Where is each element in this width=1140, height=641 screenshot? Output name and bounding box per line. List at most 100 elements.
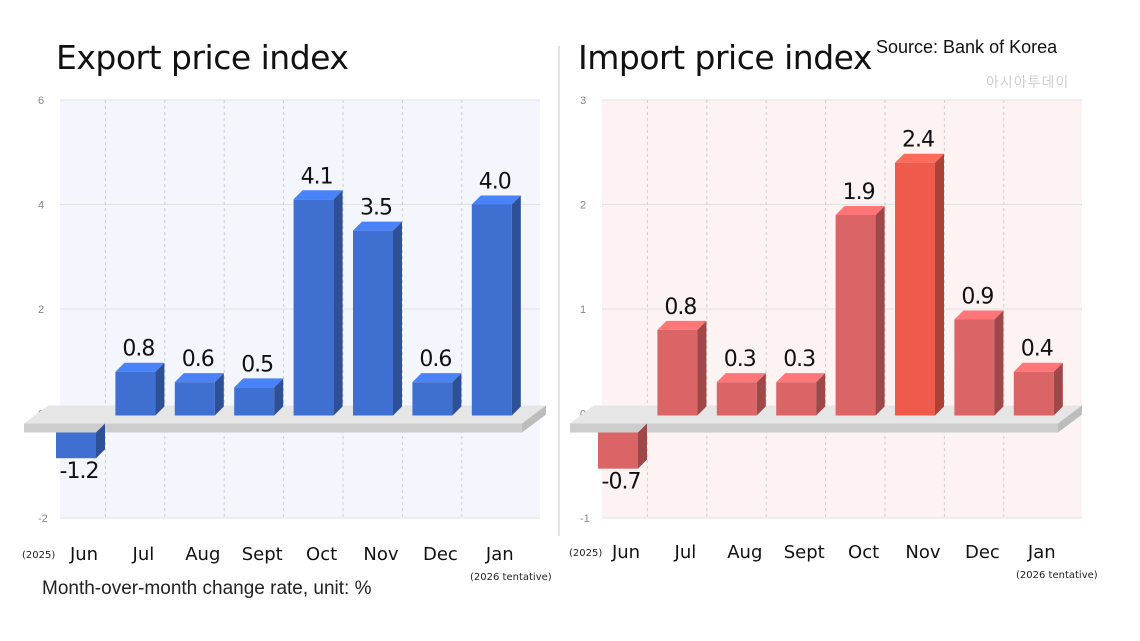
bar-side [452,373,462,416]
import-chart: -10123-0.7Jun0.8Jul0.3Aug0.3Sept1.9Oct2.… [569,95,1098,581]
import-category-label: Jan [1027,542,1056,563]
bar-front [776,382,817,416]
export-value-label: 0.8 [122,337,154,362]
bar-front [115,371,156,416]
bar-front [895,162,935,416]
bar-side [393,221,402,416]
import-bar-oct [835,205,885,416]
bar-front [835,214,876,416]
bar-side [96,423,105,459]
import-value-label: 0.9 [961,284,993,309]
unit-footnote: Month-over-month change rate, unit: % [42,578,372,599]
bar-front [657,329,698,416]
bar-top [234,378,284,388]
import-bar-aug [716,373,766,416]
export-value-label: 4.1 [301,164,333,189]
import-bar-dec [954,310,1004,416]
bar-top [471,195,521,205]
bar-front [56,432,96,459]
bar-top [293,190,343,200]
import-category-label: Jul [674,542,697,563]
export-chart: -20246-1.2Jun0.8Jul0.6Aug0.5Sept4.1Oct3.… [22,95,552,583]
bar-top [776,373,826,383]
import-category-label: Dec [965,542,1000,563]
bar-top [716,373,766,383]
export-bar-sept [234,378,284,416]
import-chart-title: Import price index [578,38,872,77]
source-label: Source: Bank of Korea [876,37,1058,57]
export-category-label: Nov [363,544,398,565]
bar-side [638,423,647,469]
import-bar-sept [776,373,826,416]
bar-side [697,320,707,416]
export-category-label: Jan [485,544,514,565]
bar-front [471,204,512,416]
export-bar-aug [174,373,224,416]
export-y-tick-label: -2 [38,513,48,525]
export-zero-platform-top [24,405,546,424]
bar-side [1053,362,1063,416]
bar-side [816,373,826,416]
export-bar-dec [412,373,462,416]
bar-front [1013,371,1054,416]
import-value-label: 1.9 [843,180,875,205]
export-category-label: Jul [132,544,155,565]
export-last-category-note: (2026 tentative) [470,572,552,583]
bar-top [412,373,462,383]
export-value-label: 4.0 [479,170,511,195]
import-zero-platform-front [570,423,1058,433]
import-bar-jan [1013,362,1063,416]
bar-side [511,195,521,416]
export-bar-jul [115,362,165,416]
bar-front [174,382,215,416]
export-bar-jan [471,195,521,416]
bar-top [353,221,402,231]
bar-front [412,382,453,416]
export-category-label: Aug [185,544,220,565]
bar-top [835,205,885,215]
publisher-watermark: 아시아투데이 [986,74,1070,90]
import-y-tick-label: -1 [580,513,590,525]
bar-front [598,432,638,469]
import-bar-jul [657,320,707,416]
import-y-tick-label: 2 [580,200,586,212]
import-category-label: Nov [905,542,940,563]
export-value-label: -1.2 [60,459,99,484]
bar-side [155,362,165,416]
import-category-label: Aug [727,542,762,563]
import-y-tick-label: 3 [580,95,586,107]
bar-front [353,230,393,416]
export-first-category-note: (2025) [22,550,55,561]
import-value-label: 0.3 [783,347,815,372]
export-value-label: 0.5 [241,352,273,377]
export-value-label: 0.6 [419,347,451,372]
import-value-label: 2.4 [902,128,934,153]
bar-top [954,310,1004,320]
import-zero-platform-side [1058,405,1082,433]
import-bar-jun [598,423,647,469]
bar-side [214,373,224,416]
export-bar-nov [353,221,402,416]
export-y-tick-label: 2 [38,304,44,316]
import-category-label: Jun [611,542,640,563]
import-value-label: 0.8 [664,295,696,320]
bar-side [994,310,1004,416]
export-category-label: Jun [69,544,98,565]
export-value-label: 0.6 [182,347,214,372]
export-category-label: Dec [423,544,458,565]
bar-top [1013,362,1063,372]
bar-side [274,378,284,416]
import-y-tick-label: 1 [580,304,586,316]
bar-top [115,362,165,372]
import-value-label: -0.7 [602,470,641,495]
import-value-label: 0.3 [724,347,756,372]
export-bar-oct [293,190,343,416]
bar-top [895,153,944,163]
bar-side [935,153,944,416]
export-y-tick-label: 6 [38,95,44,107]
bar-front [954,319,995,416]
bar-front [716,382,757,416]
export-category-label: Sept [242,544,283,565]
export-category-label: Oct [306,544,337,565]
